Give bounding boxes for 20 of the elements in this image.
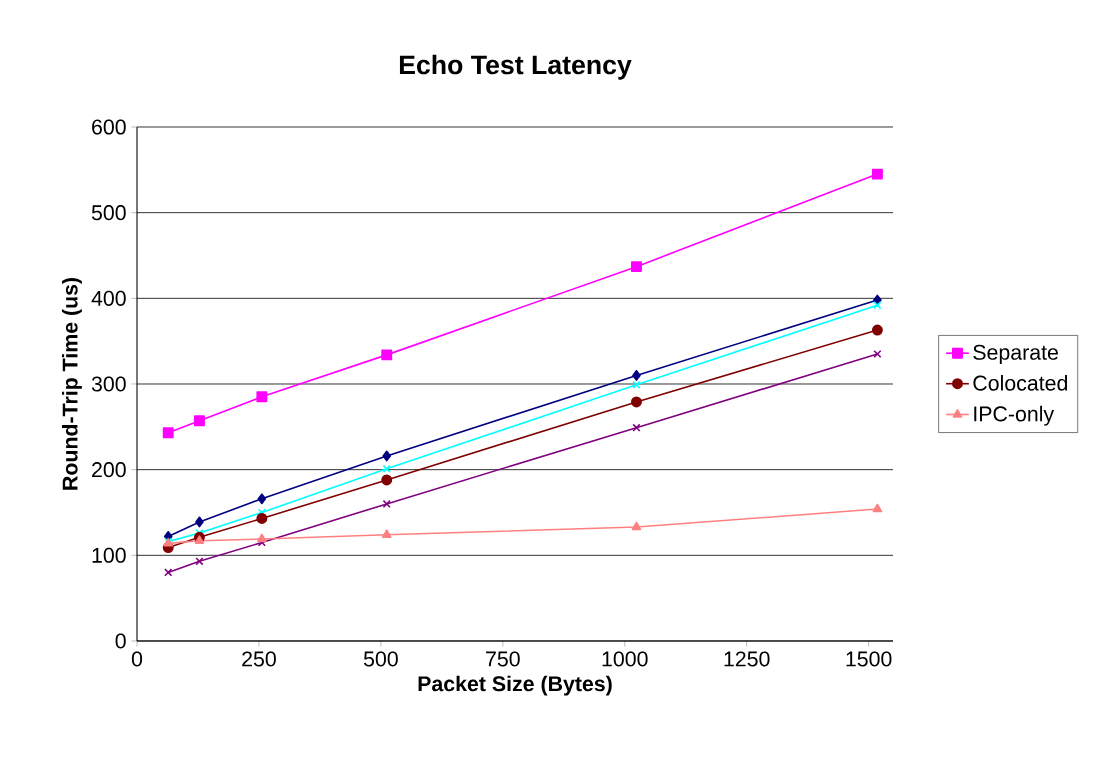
y-tick-label: 200 (92, 462, 126, 478)
x-tick-label: 1000 (602, 651, 648, 667)
y-tick-label: 100 (92, 547, 126, 563)
y-tick-label: 500 (91, 205, 126, 221)
y-tick-label: 300 (91, 376, 126, 392)
chart-title: Echo Test Latency (399, 54, 632, 80)
y-tick-label: 600 (92, 119, 126, 135)
y-tick-label: 0 (115, 633, 126, 649)
legend-label: Separate (973, 344, 1058, 365)
y-tick-label: 400 (91, 290, 126, 306)
x-tick-label: 500 (363, 651, 398, 667)
x-tick-label: 750 (486, 651, 520, 667)
x-axis-title: Packet Size (Bytes) (418, 675, 612, 696)
x-tick-label: 250 (242, 651, 276, 667)
x-tick-label: 1250 (724, 651, 770, 667)
y-axis-title: Round-Trip Time (us) (61, 277, 82, 490)
legend-label: Colocated (973, 374, 1067, 391)
x-tick-label: 1500 (846, 651, 892, 667)
legend-label: IPC-only (974, 405, 1055, 426)
x-tick-label: 0 (131, 651, 143, 667)
